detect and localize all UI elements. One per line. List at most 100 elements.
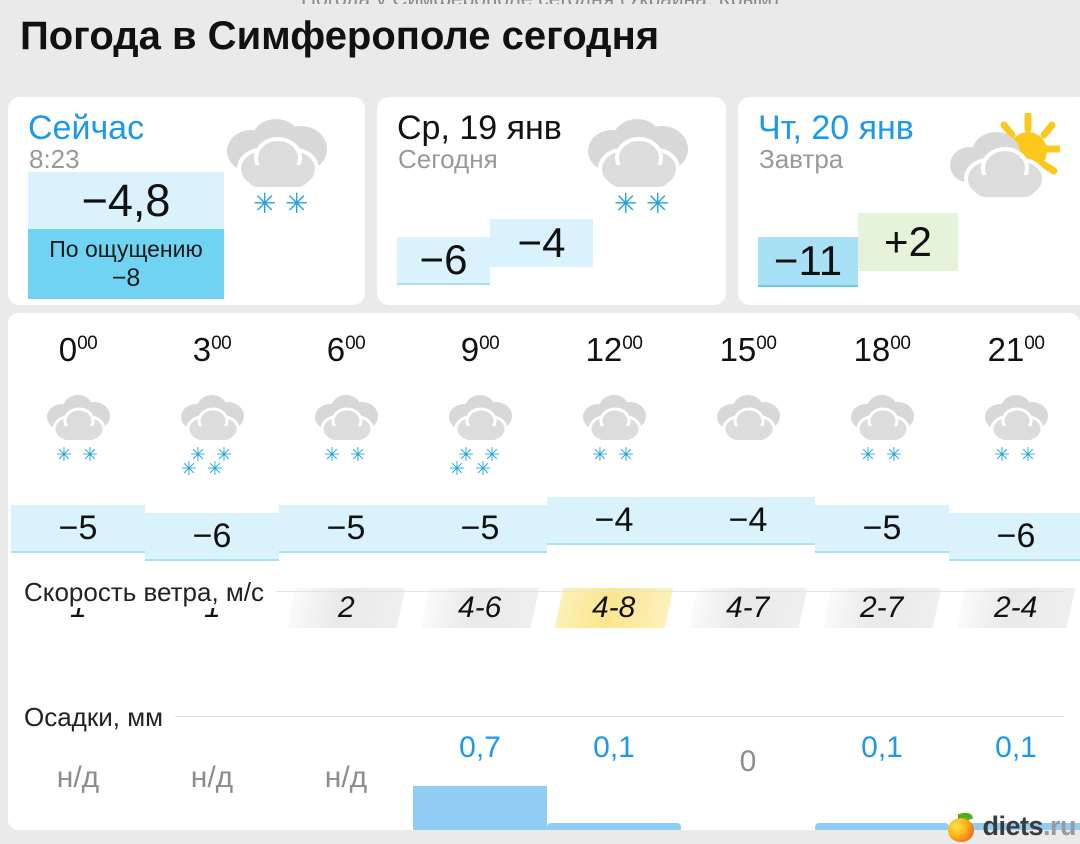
hour-column[interactable]: 1800 ✳ ✳ −5 2-7 0,1 xyxy=(815,313,949,830)
hour-temperature: −6 xyxy=(949,513,1080,561)
hour-label: 2100 xyxy=(949,331,1080,369)
hour-value: 18 xyxy=(853,331,891,368)
hour-minutes: 00 xyxy=(77,333,98,354)
hour-wind: 2-4 xyxy=(956,588,1076,628)
wind-section-rule xyxy=(24,591,1064,592)
precip-section-title: Осадки, мм xyxy=(24,702,175,733)
hour-precipitation-value: н/д xyxy=(190,761,234,794)
card-today-low: −6 xyxy=(397,236,490,285)
cloud-snow-icon: ✳ ✳ xyxy=(846,391,920,466)
wind-section-title: Скорость ветра, м/с xyxy=(24,577,276,608)
svg-text:✳: ✳ xyxy=(181,458,197,480)
hour-value: 15 xyxy=(719,331,757,368)
svg-text:✳: ✳ xyxy=(484,444,500,466)
feels-like-value: −8 xyxy=(111,263,141,292)
hour-precipitation-value: 0,1 xyxy=(995,731,1037,764)
svg-text:✳: ✳ xyxy=(253,187,276,220)
svg-text:✳: ✳ xyxy=(324,444,340,466)
hour-column[interactable]: 000✳✳−51н/д xyxy=(11,313,145,830)
cloud-snow-icon: ✳ ✳ xyxy=(217,113,337,223)
hour-precipitation-bar xyxy=(815,823,949,830)
cloud-snow-icon: ✳ ✳ ✳ ✳ xyxy=(176,391,250,480)
hour-label: 000 xyxy=(11,331,145,369)
current-temperature: −4,8 xyxy=(28,172,224,229)
svg-text:✳: ✳ xyxy=(646,187,669,220)
cloud-icon xyxy=(712,391,786,463)
cloud-sun-icon xyxy=(940,111,1062,223)
hour-value: 9 xyxy=(460,331,480,368)
hour-value: 0 xyxy=(58,331,78,368)
hour-temperature: −5 xyxy=(11,505,145,553)
svg-text:✳: ✳ xyxy=(216,444,232,466)
hour-precipitation-value: 0,1 xyxy=(593,731,635,764)
hour-column[interactable]: 1500 −4 4-7 0 xyxy=(681,313,815,830)
card-tomorrow-day: Чт, 20 янв xyxy=(758,109,914,147)
hour-temperature: −5 xyxy=(413,505,547,553)
hour-minutes: 00 xyxy=(479,333,500,354)
hour-precipitation-bar xyxy=(949,823,1080,830)
hour-minutes: 00 xyxy=(211,333,232,354)
apple-logo-icon xyxy=(946,809,976,842)
hour-wind: 2 xyxy=(286,588,406,628)
hour-column[interactable]: 900 ✳ ✳ ✳ ✳ −5 4-6 0,7 xyxy=(413,313,547,830)
hour-column[interactable]: 1200 ✳ ✳ −4 4-8 0,1 xyxy=(547,313,681,830)
svg-text:✳: ✳ xyxy=(886,444,902,466)
card-now-day: Сейчас xyxy=(28,109,145,147)
watermark-text: diets.ru xyxy=(982,811,1076,842)
hour-label: 1500 xyxy=(681,331,815,369)
hour-precipitation-value: 0,7 xyxy=(459,731,501,764)
hour-minutes: 00 xyxy=(890,333,911,354)
cloud-snow-icon: ✳ ✳ ✳ ✳ xyxy=(444,391,518,480)
hour-minutes: 00 xyxy=(622,333,643,354)
svg-text:✳: ✳ xyxy=(449,458,465,480)
hour-column[interactable]: 2100 ✳ ✳ −6 2-4 0,1 xyxy=(949,313,1080,830)
hour-wind: 4-6 xyxy=(420,588,540,628)
hour-label: 300 xyxy=(145,331,279,369)
hour-wind-value: 4-7 xyxy=(726,591,770,624)
svg-text:✳: ✳ xyxy=(56,444,72,466)
svg-text:✳: ✳ xyxy=(994,444,1010,466)
cloud-snow-icon: ✳ ✳ xyxy=(42,391,116,466)
svg-text:✳: ✳ xyxy=(458,444,474,466)
hour-minutes: 00 xyxy=(1024,333,1045,354)
svg-text:✳: ✳ xyxy=(207,458,223,480)
hour-wind-value: 2-7 xyxy=(860,591,904,624)
hour-label: 1200 xyxy=(547,331,681,369)
hour-column[interactable]: 600 ✳ ✳ −5 2 н/д xyxy=(279,313,413,830)
card-now-time: 8:23 xyxy=(29,144,80,174)
card-today[interactable]: Ср, 19 янв Сегодня ✳ ✳ xyxy=(377,97,726,305)
hour-wind-value: 4-6 xyxy=(458,591,502,624)
hour-precipitation-value: н/д xyxy=(56,761,100,794)
watermark-tld: .ru xyxy=(1042,811,1077,841)
card-today-sub: Сегодня xyxy=(398,144,498,174)
hourly-panel: Скорость ветра, м/с Осадки, мм 000✳✳−51н… xyxy=(8,313,1080,830)
hour-value: 12 xyxy=(585,331,623,368)
card-today-day: Ср, 19 янв xyxy=(397,109,562,147)
card-tomorrow[interactable]: Чт, 20 янв Завтра xyxy=(738,97,1080,305)
svg-text:✳: ✳ xyxy=(618,444,634,466)
feels-like-label: По ощущению xyxy=(49,235,203,262)
hour-label: 1800 xyxy=(815,331,949,369)
hour-wind: 4-8 xyxy=(554,588,674,628)
precip-section-rule xyxy=(24,716,1064,717)
svg-text:✳: ✳ xyxy=(350,444,366,466)
cloud-snow-icon: ✳ ✳ xyxy=(578,391,652,466)
hour-wind-value: 2-4 xyxy=(994,591,1038,624)
cloud-snow-icon: ✳ ✳ xyxy=(578,113,698,223)
bottom-strip xyxy=(0,830,1080,844)
svg-text:✳: ✳ xyxy=(860,444,876,466)
hour-column[interactable]: 300✳✳✳✳−61н/д xyxy=(145,313,279,830)
card-tomorrow-sub: Завтра xyxy=(759,144,844,174)
svg-text:✳: ✳ xyxy=(614,187,637,220)
summary-cards: Сейчас 8:23 ✳ ✳ xyxy=(8,97,1080,309)
card-tomorrow-high: +2 xyxy=(858,213,958,271)
watermark-name: diets xyxy=(982,811,1043,841)
hour-precipitation-value: 0 xyxy=(739,745,757,778)
hour-precipitation-value: н/д xyxy=(324,761,368,794)
card-now[interactable]: Сейчас 8:23 ✳ ✳ xyxy=(8,97,365,305)
hour-label: 900 xyxy=(413,331,547,369)
watermark: diets.ru xyxy=(946,809,1077,842)
feels-like-block: По ощущению −8 xyxy=(28,229,224,299)
page-title: Погода в Симферополе сегодня xyxy=(20,14,660,58)
cut-off-header-text: Погода у Симферополе сегодня (Украина, К… xyxy=(0,0,1080,4)
